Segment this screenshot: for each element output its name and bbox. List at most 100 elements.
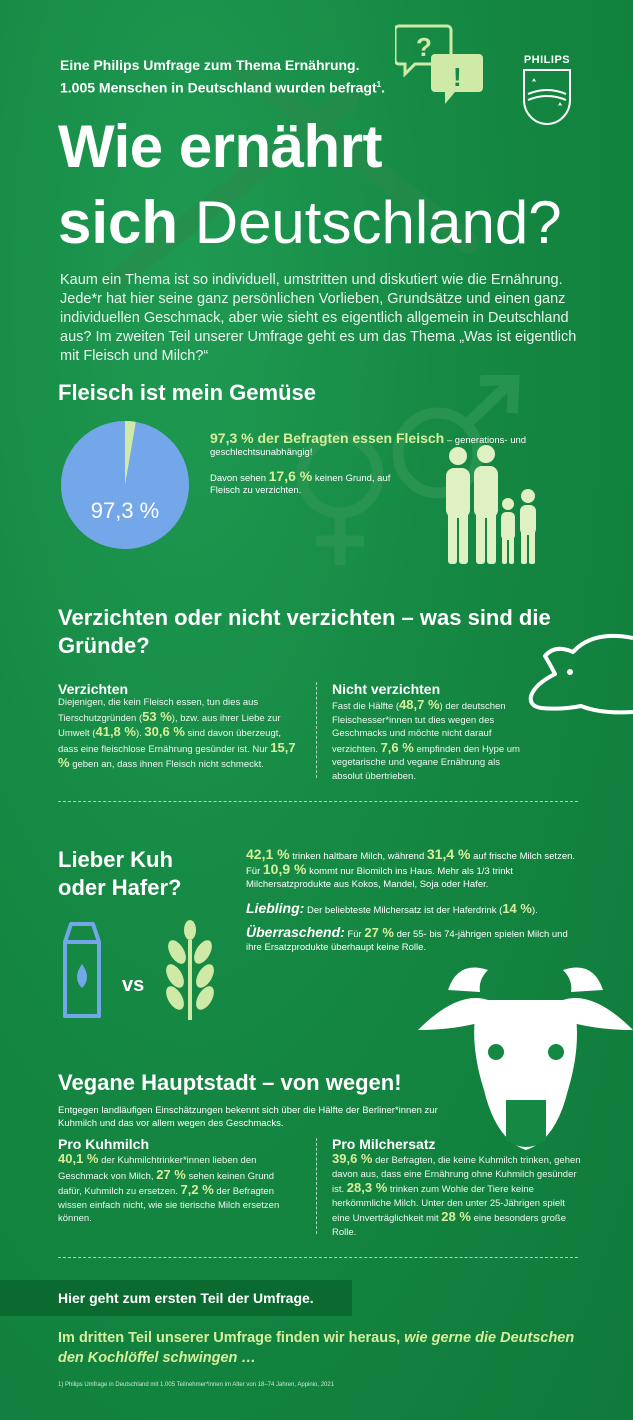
oat-wheat-icon (166, 920, 214, 1020)
milk-t3: kommt nur Biomilch ins Haus. Mehr als 1/… (246, 866, 513, 890)
nverz-t1: Fast die Hälfte ( (332, 701, 400, 712)
liebling-stat: Liebling: Der beliebteste Milchersatz is… (246, 900, 586, 917)
col-text-pro-kuhmilch: 40,1 % der Kuhmilchtrinker*innen lieben … (58, 1152, 298, 1226)
nverz-t3: empfinden den Hype um vegetarische und v… (332, 743, 520, 782)
prok-t1: der Kuhmilchtrinker*innen lieben den Ges… (58, 1155, 257, 1182)
ueber-t2: der 55- bis 74-jährigen spielen Milch un… (246, 929, 568, 953)
milk-stats: 42,1 % trinken haltbare Milch, während 3… (246, 846, 576, 891)
prom-t1: der Befragten, die keine Kuhmilch trinke… (332, 1155, 581, 1195)
family-icon (446, 445, 536, 564)
col-text-verzichten: Diejenigen, die kein Fleisch essen, tun … (58, 696, 298, 772)
liebling-text: Der beliebteste Milchersatz ist der Hafe… (304, 905, 503, 916)
meat-stat-2: Davon sehen 17,6 % keinen Grund, auf Fle… (210, 468, 420, 497)
philips-wordmark: PHILIPS (523, 54, 571, 66)
survey-intro-line2: 1.005 Menschen in Deutschland wurden bef… (60, 75, 385, 98)
prok-t3: der Befragten wissen einfach nicht, wie … (58, 1186, 280, 1224)
liebling-end: ). (531, 905, 538, 916)
col-title-pro-milchersatz: Pro Milchersatz (332, 1136, 436, 1152)
page-title-bold: sich (58, 189, 179, 256)
philips-logo: PHILIPS (518, 54, 576, 128)
prom-t2: trinken zum Wohle der Tiere keine herköm… (332, 1184, 565, 1224)
section-divider-2 (58, 1257, 578, 1258)
ueber-label: Überraschend: (246, 924, 345, 940)
pig-icon (528, 633, 633, 715)
question-exclamation-bubbles-icon: ? ! (395, 24, 483, 104)
verz-v1: 53 % (142, 708, 172, 724)
verz-v3: 30,6 % (144, 724, 185, 739)
liebling-label: Liebling: (246, 900, 305, 916)
milk-t2: auf frische Milch setzen. Für (246, 851, 576, 877)
col-text-nicht-verzichten: Fast die Hälfte (48,7 %) der deutschen F… (332, 698, 532, 783)
column-divider (316, 682, 317, 778)
svg-text:?: ? (416, 32, 432, 62)
section-heading-milk-line1: Lieber Kuh (58, 847, 173, 872)
meat-stat-2-rest: keinen Grund, auf Fleisch zu verzichten. (210, 473, 391, 496)
survey-intro-line2-end: . (381, 79, 385, 96)
ueberraschend-stat: Überraschend: Für 27 % der 55- bis 74-jä… (246, 924, 576, 954)
intro-paragraph: Kaum ein Thema ist so individuell, umstr… (60, 272, 577, 364)
survey-intro-line1: Eine Philips Umfrage zum Thema Ernährung… (60, 57, 360, 73)
col-title-verzichten: Verzichten (58, 681, 129, 697)
cutlery-background-icon (101, 60, 479, 295)
meat-stat-1-text: – generations- und geschlechtsunabhängig… (210, 435, 527, 458)
ueber-value: 27 % (364, 925, 394, 940)
milk-v2: 31,4 % (426, 846, 471, 862)
prom-v3: 28 % (441, 1209, 471, 1224)
section-divider (58, 801, 578, 802)
survey-intro-line2-text: 1.005 Menschen in Deutschland wurden bef… (60, 79, 377, 96)
prom-t3: eine besonders große Rolle. (332, 1213, 566, 1238)
verz-t4: sind davon überzeugt, dass eine fleischl… (58, 728, 282, 755)
section-heading-meat: Fleisch ist mein Gemüse (58, 380, 316, 405)
versus-label: vs (122, 974, 145, 996)
verz-t2: ), bzw. aus ihrer Liebe zur Umwelt ( (58, 712, 281, 740)
first-part-link-box[interactable] (0, 1280, 352, 1316)
prok-t2: sehen keinen Grund dafür, Kuhmilch zu er… (58, 1170, 275, 1198)
col-title-nicht-verzichten: Nicht verzichten (332, 681, 441, 697)
meat-stat-1: 97,3 % der Befragten essen Fleisch – gen… (210, 430, 550, 459)
first-part-link[interactable]: Hier geht zum ersten Teil der Umfrage. (58, 1290, 314, 1306)
teaser-italic: wie gerne die Deutschen den Kochlöffel s… (58, 1330, 575, 1366)
milk-carton-icon (63, 922, 101, 1018)
pie-chart (61, 421, 189, 549)
svg-text:!: ! (453, 62, 462, 92)
section-heading-vegan: Vegane Hauptstadt – von wegen! (58, 1070, 402, 1095)
nverz-t2: ) der deutschen Fleischesser*innen tut d… (332, 701, 506, 755)
page-title-line1: Wie ernährt (58, 113, 383, 180)
vegan-intro: Entgegen landläufigen Einschätzungen bek… (58, 1105, 438, 1129)
meat-stat-2-value: 17,6 % (268, 468, 313, 484)
meat-stat-2-pre: Davon sehen (210, 473, 269, 484)
meat-stat-1-highlight: 97,3 % der Befragten essen Fleisch (210, 430, 445, 446)
prom-v2: 28,3 % (346, 1180, 388, 1195)
cow-head-icon (418, 967, 633, 1150)
nverz-v2: 7,6 % (380, 739, 414, 755)
verz-t1: Diejenigen, die kein Fleisch essen, tun … (58, 697, 259, 724)
section-heading-milk-line2: oder Hafer? (58, 875, 182, 900)
teaser-plain: Im dritten Teil unserer Umfrage finden w… (58, 1330, 405, 1346)
prok-v1: 40,1 % (58, 1151, 99, 1166)
section-heading-milk: Lieber Kuh oder Hafer? (58, 846, 181, 902)
nverz-v1: 48,7 % (399, 697, 440, 712)
ueber-t1: Für (344, 929, 365, 940)
survey-intro: Eine Philips Umfrage zum Thema Ernährung… (60, 56, 385, 98)
verz-t5: geben an, dass ihnen Fleisch nicht schme… (69, 759, 264, 770)
milk-v1: 42,1 % (246, 846, 290, 862)
prok-v3: 7,2 % (180, 1182, 214, 1197)
column-divider-2 (316, 1138, 317, 1234)
philips-shield-icon (523, 69, 571, 125)
col-text-pro-milchersatz: 39,6 % der Befragten, die keine Kuhmilch… (332, 1152, 582, 1239)
col-title-pro-kuhmilch: Pro Kuhmilch (58, 1136, 150, 1152)
verz-v4: 15,7 % (58, 739, 296, 770)
prom-v1: 39,6 % (332, 1151, 373, 1166)
page-title-light: Deutschland? (178, 189, 562, 256)
milk-t1: trinken haltbare Milch, während (289, 851, 427, 862)
pie-slice-small (125, 421, 136, 485)
footnote: 1) Philips Umfrage in Deutschland mit 1.… (58, 1382, 335, 1388)
milk-v3: 10,9 % (262, 861, 307, 877)
section-heading-reasons: Verzichten oder nicht verzichten – was s… (58, 605, 551, 658)
pie-value-label: 97,3 % (90, 498, 160, 523)
footnote-mark: 1 (376, 80, 382, 89)
verz-v2: 41,8 % (95, 724, 136, 739)
page-title-line2: sich Deutschland? (58, 188, 562, 257)
liebling-value: 14 % (502, 901, 532, 916)
prok-v2: 27 % (156, 1166, 186, 1182)
